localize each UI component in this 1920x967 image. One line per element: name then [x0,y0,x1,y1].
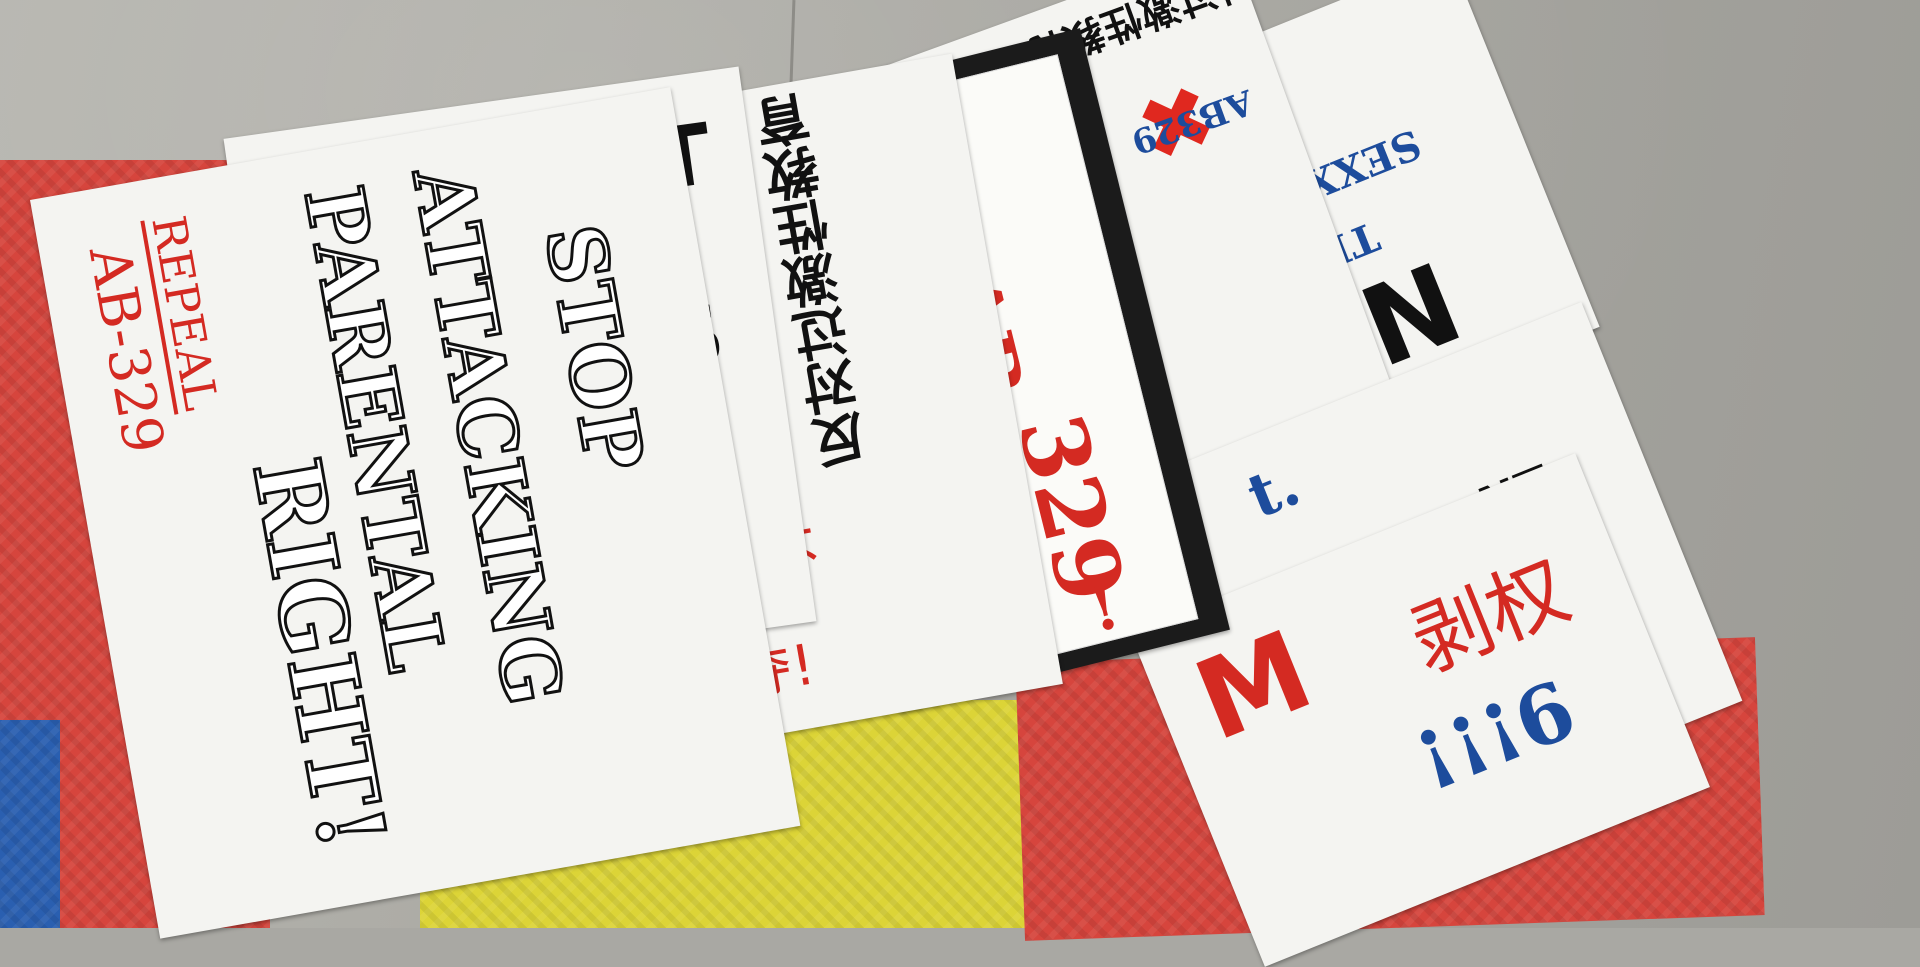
sign-text-t: t. [1238,449,1310,533]
sign-stop-attacking: AB-329 REPEAL RIGHT! PARENTAL ATTACKING … [30,87,801,939]
sign-text-stop-left: STOP [525,216,663,479]
blue-foam-mat [0,720,60,928]
